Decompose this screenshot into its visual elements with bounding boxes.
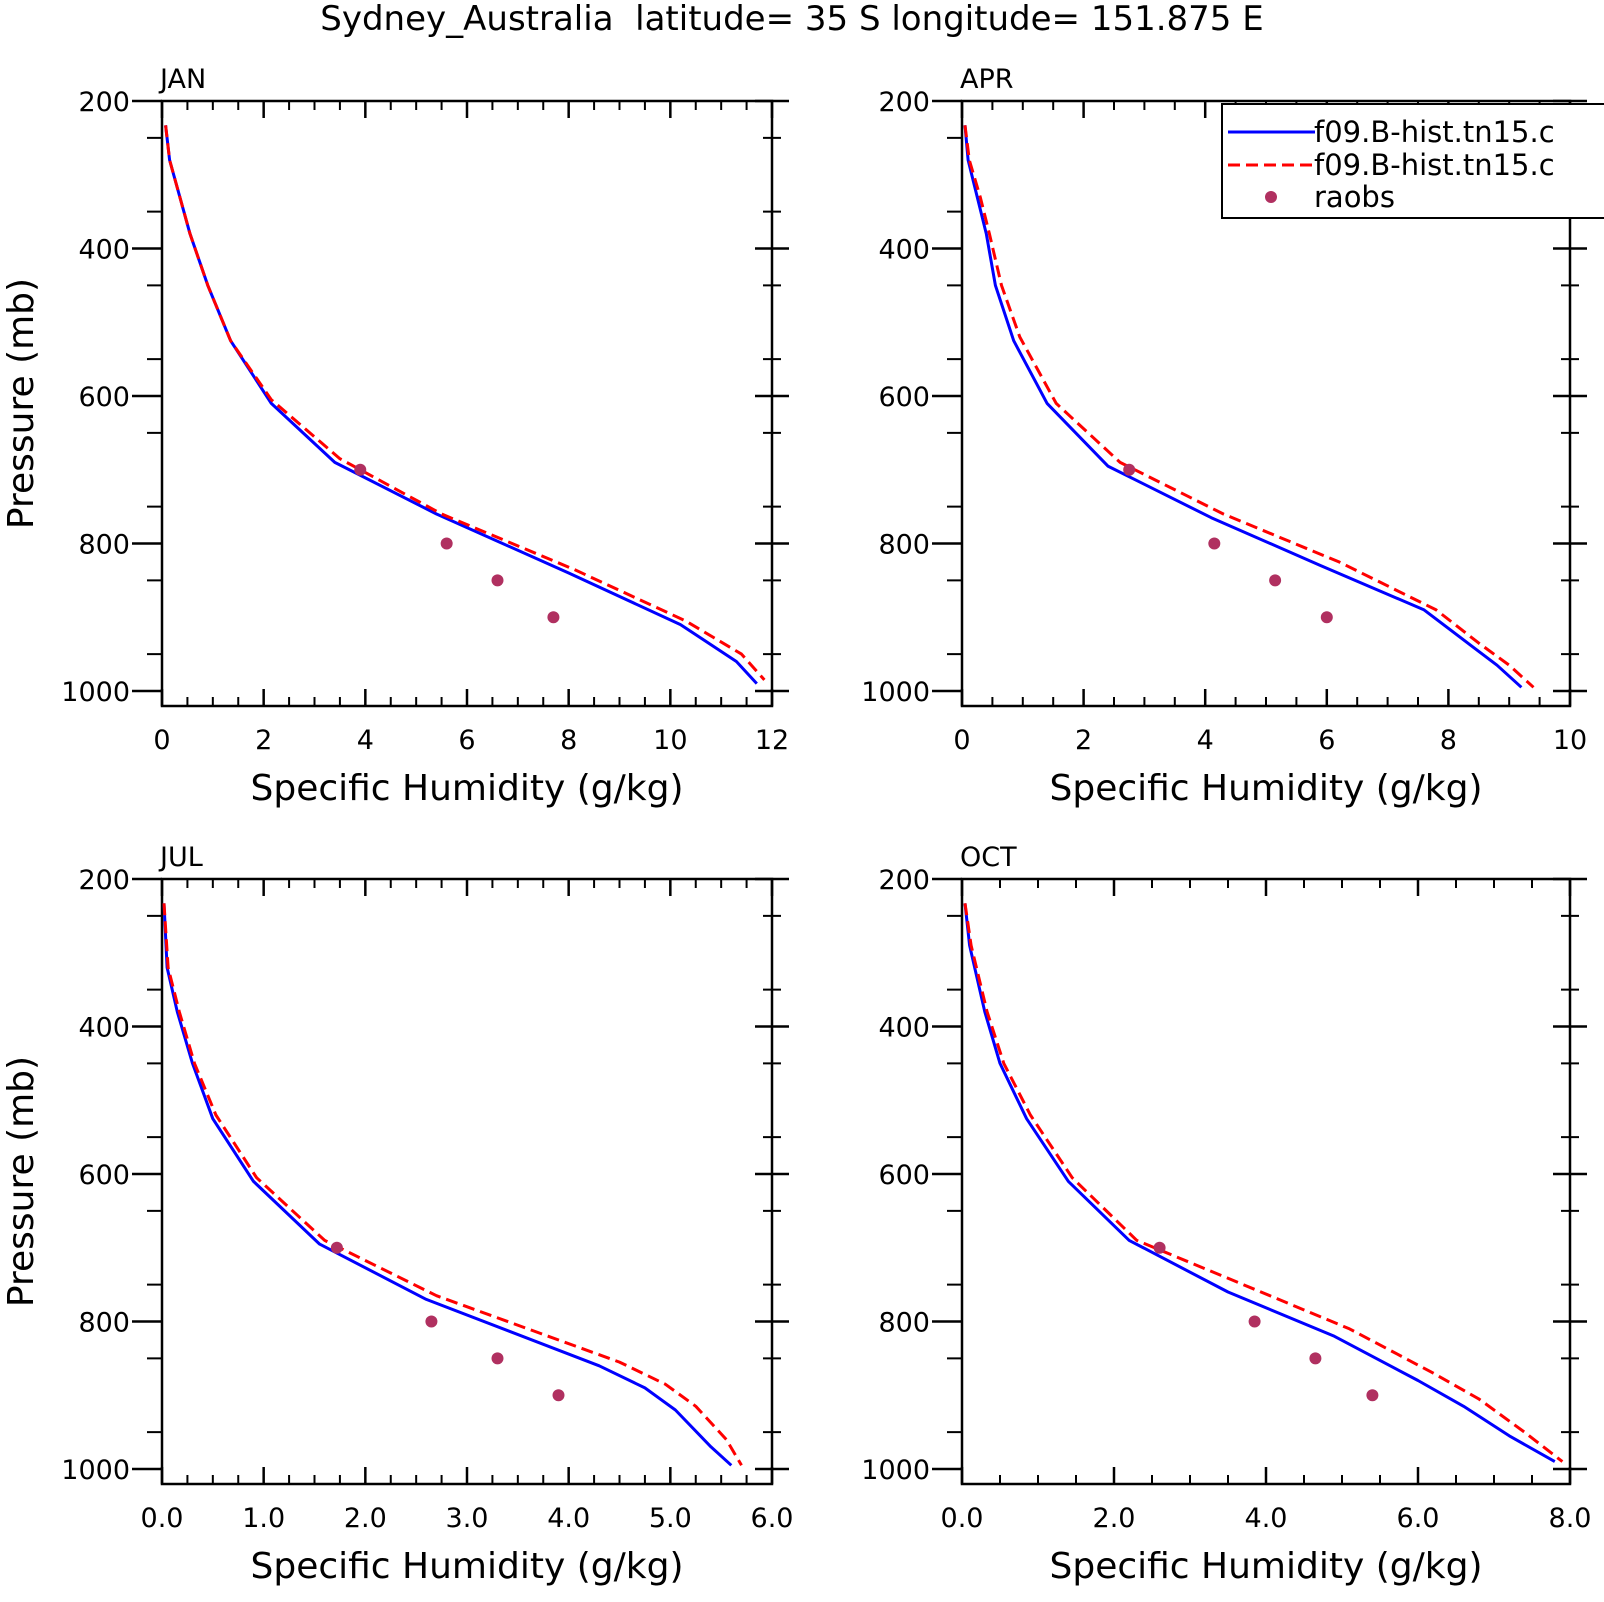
x-tick-label: 6 bbox=[458, 725, 475, 756]
x-tick-label: 0.0 bbox=[141, 1503, 184, 1534]
y-tick-label: 1000 bbox=[61, 1455, 130, 1486]
plot-frame bbox=[960, 877, 1572, 1486]
raobs-point bbox=[425, 1315, 438, 1328]
x-tick-label: 2 bbox=[255, 725, 272, 756]
x-tick-label: 0.0 bbox=[941, 1503, 984, 1534]
x-tick-label: 1.0 bbox=[242, 1503, 285, 1534]
legend-label: f09.B-hist.tn15.c bbox=[1314, 115, 1555, 149]
x-tick-label: 6 bbox=[1318, 725, 1335, 756]
solid-series-line bbox=[164, 125, 758, 685]
legend-label: raobs bbox=[1314, 180, 1395, 214]
dashed-series-line bbox=[164, 125, 766, 681]
plot-frame bbox=[160, 99, 774, 708]
legend-label: f09.B-hist.tn15.c bbox=[1314, 148, 1555, 182]
y-tick-label: 600 bbox=[78, 1160, 130, 1191]
x-axis-label: Specific Humidity (g/kg) bbox=[250, 1546, 683, 1587]
raobs-point bbox=[1309, 1352, 1322, 1365]
x-axis-label: Specific Humidity (g/kg) bbox=[1049, 1546, 1482, 1587]
y-axis-label: Pressure (mb) bbox=[1, 278, 42, 529]
x-tick-label: 2 bbox=[1075, 725, 1092, 756]
y-tick-label: 800 bbox=[78, 530, 130, 561]
y-tick-label: 400 bbox=[878, 1013, 930, 1044]
x-tick-label: 6.0 bbox=[1397, 1503, 1440, 1534]
raobs-point bbox=[440, 537, 453, 550]
panel-oct: 0.0 2.0 4.0 6.0 8.0 200 400 600 800 1000 OCT Specif… bbox=[861, 842, 1591, 1587]
y-tick-label: 600 bbox=[878, 382, 930, 413]
y-tick-label: 400 bbox=[78, 1013, 130, 1044]
x-tick-label: 8 bbox=[560, 725, 577, 756]
x-tick-label: 2.0 bbox=[344, 1503, 387, 1534]
y-tick-label: 200 bbox=[78, 865, 130, 896]
x-tick-label: 4 bbox=[1197, 725, 1214, 756]
x-tick-label: 5.0 bbox=[649, 1503, 692, 1534]
raobs-point bbox=[330, 1241, 343, 1254]
panel-title: JUL bbox=[158, 842, 203, 873]
x-tick-label: 12 bbox=[755, 725, 789, 756]
y-tick-label: 200 bbox=[878, 87, 930, 118]
x-tick-label: 10 bbox=[653, 725, 687, 756]
y-tick-label: 400 bbox=[78, 235, 130, 266]
y-axis-label: Pressure (mb) bbox=[1, 1056, 42, 1307]
raobs-point bbox=[1208, 537, 1221, 550]
x-tick-label: 3.0 bbox=[446, 1503, 489, 1534]
series-group bbox=[963, 125, 1535, 689]
x-tick-label: 2.0 bbox=[1093, 1503, 1136, 1534]
x-tick-label: 8 bbox=[1440, 725, 1457, 756]
series-group bbox=[164, 125, 766, 685]
y-tick-label: 1000 bbox=[861, 1455, 930, 1486]
raobs-point bbox=[1320, 611, 1333, 624]
solid-series-line bbox=[963, 125, 1523, 689]
x-tick-label: 0 bbox=[953, 725, 970, 756]
solid-series-line bbox=[963, 903, 1556, 1463]
panel-apr: 0 2 4 6 8 10 200 400 600 800 1000 APR Specific Humid… bbox=[861, 64, 1587, 809]
series-group bbox=[162, 903, 743, 1467]
legend-marker bbox=[1265, 191, 1277, 203]
x-tick-label: 0 bbox=[153, 725, 170, 756]
panel-title: OCT bbox=[960, 842, 1017, 873]
dashed-series-line bbox=[162, 903, 743, 1467]
raobs-point bbox=[1269, 574, 1282, 587]
panel-title: JAN bbox=[158, 64, 206, 95]
y-tick-label: 600 bbox=[878, 1160, 930, 1191]
series-group bbox=[963, 903, 1564, 1463]
raobs-point bbox=[354, 463, 367, 476]
y-tick-label: 800 bbox=[878, 530, 930, 561]
legend-box bbox=[1221, 103, 1604, 219]
x-tick-label: 10 bbox=[1553, 725, 1587, 756]
panel-title: APR bbox=[960, 64, 1014, 95]
x-tick-label: 4 bbox=[357, 725, 374, 756]
x-axis-label: Specific Humidity (g/kg) bbox=[1049, 768, 1482, 809]
y-tick-label: 800 bbox=[78, 1308, 130, 1339]
raobs-point bbox=[1153, 1241, 1166, 1254]
x-tick-label: 4.0 bbox=[547, 1503, 590, 1534]
panel-jan: 0 2 4 6 8 10 12 200 400 600 800 1000 JAN Specific Hum… bbox=[1, 64, 789, 809]
y-tick-label: 600 bbox=[78, 382, 130, 413]
figure-title: Sydney_Australia latitude= 35 S longitud… bbox=[320, 0, 1263, 39]
raobs-point bbox=[552, 1389, 565, 1402]
x-axis-label: Specific Humidity (g/kg) bbox=[250, 768, 683, 809]
y-tick-label: 400 bbox=[878, 235, 930, 266]
x-tick-label: 8.0 bbox=[1549, 1503, 1592, 1534]
raobs-point bbox=[491, 1352, 504, 1365]
panel-jul: 0.0 1.0 2.0 3.0 4.0 5.0 6.0 200 400 600 800 1000 JUL… bbox=[1, 842, 793, 1587]
raobs-point bbox=[1248, 1315, 1261, 1328]
y-tick-label: 800 bbox=[878, 1308, 930, 1339]
raobs-point bbox=[1123, 463, 1136, 476]
raobs-point bbox=[547, 611, 560, 624]
panels: 0 2 4 6 8 10 12 200 400 600 800 1000 JAN Specific Hum… bbox=[1, 64, 1591, 1587]
x-tick-label: 6.0 bbox=[751, 1503, 794, 1534]
dashed-series-line bbox=[963, 125, 1535, 689]
y-tick-label: 1000 bbox=[61, 677, 130, 708]
dashed-series-line bbox=[963, 903, 1564, 1463]
y-tick-label: 1000 bbox=[861, 677, 930, 708]
x-tick-label: 4.0 bbox=[1245, 1503, 1288, 1534]
raobs-point bbox=[1366, 1389, 1379, 1402]
raobs-point bbox=[491, 574, 504, 587]
y-tick-label: 200 bbox=[78, 87, 130, 118]
y-tick-label: 200 bbox=[878, 865, 930, 896]
solid-series-line bbox=[162, 903, 733, 1467]
